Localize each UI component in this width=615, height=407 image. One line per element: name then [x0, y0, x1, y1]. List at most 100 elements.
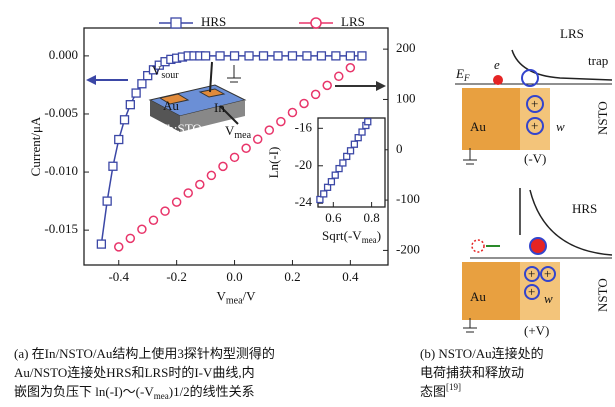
point — [335, 72, 343, 80]
x-axis-label: Vmea/V — [216, 288, 256, 306]
point — [149, 216, 157, 224]
metal-label: Au — [470, 289, 486, 304]
point — [242, 144, 250, 152]
point — [332, 52, 340, 60]
caption: 嵌图为负压下 ln(-I)～(-V — [14, 384, 154, 399]
fermi-label: F — [463, 73, 470, 83]
y-tick-label: 0.000 — [49, 47, 78, 62]
y2-tick-label: 0 — [396, 141, 403, 156]
electron — [493, 75, 503, 85]
point — [138, 80, 146, 88]
bias-label: (+V) — [524, 323, 549, 338]
point — [97, 240, 105, 248]
caption: (a) 在In/NSTO/Au结构上使用3探针构型测得的 — [14, 346, 275, 361]
y2-tick-label: 100 — [396, 90, 416, 105]
point — [173, 198, 181, 206]
caption: mea — [154, 391, 169, 401]
legend-label: LRS — [341, 14, 365, 29]
point — [115, 243, 123, 251]
x-tick-label: 0.2 — [284, 269, 300, 284]
point — [312, 90, 320, 98]
caption: )1/2的线性关系 — [169, 384, 255, 399]
point — [303, 52, 311, 60]
legend-marker — [171, 18, 181, 28]
x-tick-label: -0.2 — [166, 269, 187, 284]
point — [332, 172, 338, 178]
point — [348, 148, 354, 154]
legend-marker — [311, 18, 321, 28]
substrate-label: Nb:STO — [158, 121, 202, 136]
point — [138, 225, 146, 233]
figure: -0.4-0.20.00.20.40.000-0.005-0.010-0.015… — [0, 0, 615, 407]
x-tick-label: -0.4 — [108, 269, 129, 284]
caption: 电荷捕获和释放动 — [420, 365, 524, 380]
x-axis-label: /V — [243, 288, 257, 303]
point — [346, 64, 354, 72]
caption: Au/NSTO连接处HRS和LRS时的I-V曲线,内 — [14, 365, 255, 380]
caption: (a) 在In/NSTO/Au结构上使用3探针构型测得的 — [14, 346, 275, 361]
plus: + — [544, 266, 551, 281]
point — [254, 135, 262, 143]
x-axis-label: Sqrt(-V — [322, 228, 362, 243]
au-label: Au — [163, 98, 179, 113]
x-tick-label: 0.4 — [342, 269, 359, 284]
y-tick-label: -20 — [295, 157, 312, 172]
y2-tick-label: -200 — [396, 241, 420, 256]
point — [132, 89, 140, 97]
state-label: LRS — [560, 26, 584, 41]
plus: + — [528, 284, 535, 299]
point — [265, 126, 273, 134]
point — [103, 197, 111, 205]
caption: (b) NSTO/Au连接处的 — [420, 346, 544, 361]
point — [109, 162, 117, 170]
band-diagram: LRS EF e trap Au + + w NSTO (-V) HRS Au … — [455, 26, 612, 338]
point — [121, 116, 129, 124]
point — [202, 52, 210, 60]
point — [321, 191, 327, 197]
point — [196, 180, 204, 188]
fermi-label: EF — [455, 66, 470, 83]
point — [184, 189, 192, 197]
trap-label: trap — [588, 53, 608, 68]
bias-label: (-V) — [524, 151, 546, 166]
y-axis-label: Current/μA — [28, 116, 43, 176]
released-electron — [472, 240, 484, 252]
legend-label: HRS — [201, 14, 226, 29]
point — [328, 179, 334, 185]
point — [126, 101, 134, 109]
nsto-label: NSTO — [595, 278, 610, 312]
point — [351, 141, 357, 147]
point — [365, 119, 371, 125]
plus: + — [531, 118, 538, 133]
x-axis-label: ) — [377, 228, 381, 243]
caption: 嵌图为负压下 ln(-I)～(-Vmea)1/2的线性关系 — [14, 384, 255, 401]
x-tick-label: 0.0 — [226, 269, 242, 284]
caption: 态图[19] — [420, 382, 461, 399]
y-tick-label: -0.015 — [44, 221, 78, 236]
point — [126, 234, 134, 242]
fermi-label: E — [455, 66, 464, 81]
point — [340, 160, 346, 166]
trap-state — [530, 238, 546, 254]
plus: + — [531, 96, 538, 111]
caption: [19] — [446, 382, 461, 392]
point — [219, 162, 227, 170]
width-label: w — [556, 119, 565, 134]
point — [207, 171, 215, 179]
captions: (a) 在In/NSTO/Au结构上使用3探针构型测得的 Au/NSTO连接处HR… — [14, 346, 544, 401]
y2-tick-label: -100 — [396, 191, 420, 206]
y2-tick-label: 200 — [396, 40, 416, 55]
point — [260, 52, 268, 60]
state-label: HRS — [572, 201, 597, 216]
caption: 态图 — [420, 384, 446, 399]
point — [216, 52, 224, 60]
point — [231, 153, 239, 161]
electron-label: e — [494, 57, 500, 72]
point — [277, 118, 285, 126]
plot-frame — [318, 118, 385, 207]
caption: 电荷捕获和释放动 — [420, 365, 524, 380]
point — [288, 109, 296, 117]
point — [245, 52, 253, 60]
in-label: In — [214, 100, 225, 115]
y-tick-label: -24 — [295, 194, 313, 209]
